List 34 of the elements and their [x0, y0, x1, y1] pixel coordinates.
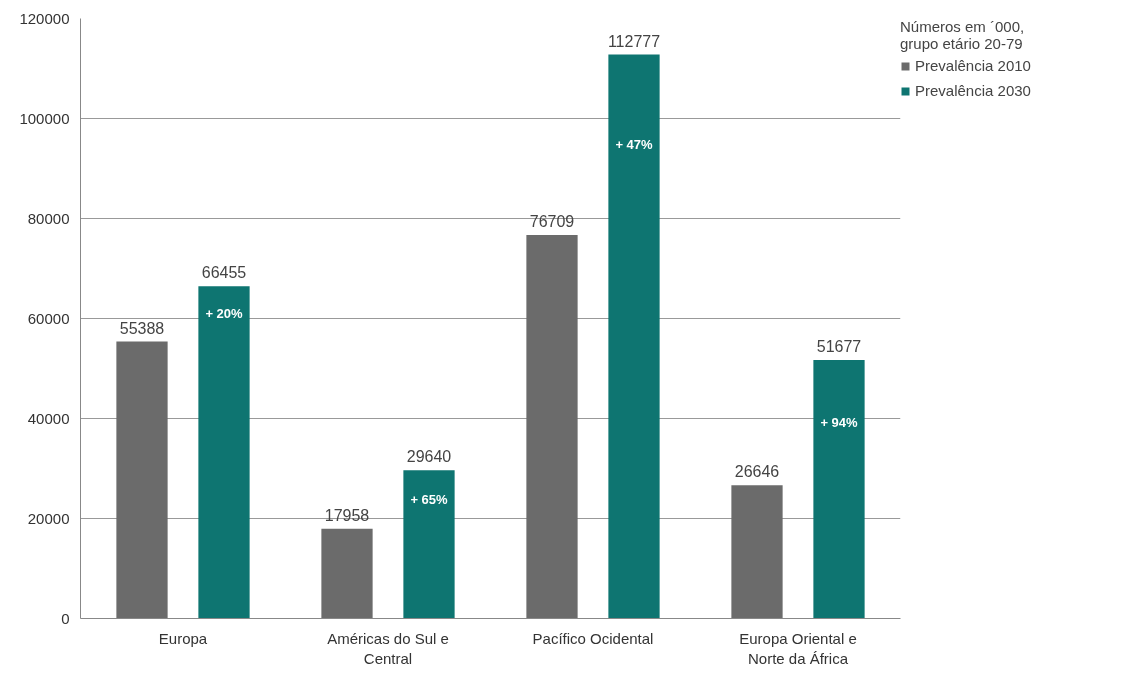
y-tick-label: 20000 — [27, 509, 70, 527]
bar — [526, 234, 578, 619]
y-tick-label: 80000 — [27, 209, 70, 227]
bar — [608, 54, 660, 619]
x-tick-label: Américas do Sul e Central — [327, 629, 449, 667]
data-label: 51677 — [816, 338, 862, 356]
legend-label: Prevalência 2010 — [915, 57, 1031, 74]
bar — [198, 286, 250, 619]
data-label: 112777 — [607, 32, 661, 50]
bar — [813, 360, 865, 619]
data-label: 76709 — [529, 212, 575, 230]
bar — [731, 485, 783, 619]
x-tick-label: Europa — [158, 629, 208, 647]
y-tick-label: 60000 — [27, 309, 70, 327]
y-tick-label: 100000 — [19, 109, 70, 127]
data-label: 26646 — [734, 463, 780, 481]
legend-title: Números em ´000, grupo etário 20-79 — [900, 18, 1026, 52]
data-label: 17958 — [324, 506, 370, 524]
x-tick-label: Pacífico Ocidental — [532, 629, 654, 647]
annotation: + 94% — [820, 415, 859, 431]
annotation: + 65% — [410, 492, 449, 508]
bar — [321, 528, 373, 619]
bar — [116, 341, 168, 619]
y-tick-label: 0 — [61, 609, 70, 627]
x-tick-label: Europa Oriental e Norte da África — [739, 629, 857, 667]
bar — [403, 470, 455, 619]
y-tick-label: 120000 — [19, 9, 70, 27]
legend-label: Prevalência 2030 — [915, 82, 1031, 99]
data-label: 55388 — [119, 319, 165, 337]
data-label: 29640 — [406, 448, 452, 466]
annotation: + 20% — [205, 306, 244, 322]
data-label: 66455 — [201, 264, 247, 282]
annotation: + 47% — [615, 137, 654, 153]
y-tick-label: 40000 — [27, 409, 70, 427]
